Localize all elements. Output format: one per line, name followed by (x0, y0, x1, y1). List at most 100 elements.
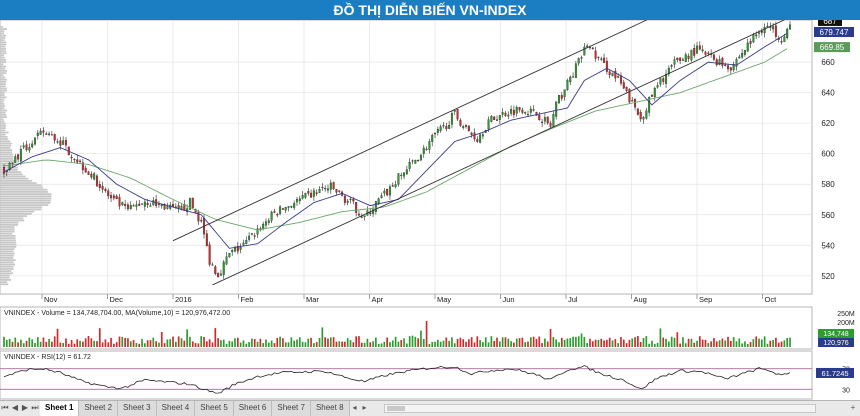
tab-next-icon[interactable]: ▶ (21, 403, 29, 412)
month-label: May (437, 295, 451, 304)
volume-bar (583, 336, 586, 347)
trend-channel-line[interactable] (212, 12, 799, 286)
volume-bar (284, 342, 287, 347)
tab-sheet-2[interactable]: Sheet 2 (79, 401, 119, 416)
volume-bar (766, 343, 769, 347)
chart-area: 520 540 560 580 600 620 640 660 687 679.747 669… (0, 0, 860, 400)
volume-profile-bar (0, 173, 23, 176)
candle-down (546, 116, 549, 124)
volume-bar (637, 336, 639, 347)
volume-bar (715, 341, 718, 347)
volume-profile-bar (0, 118, 4, 121)
volume-bar (389, 342, 391, 347)
volume-bar (70, 340, 73, 347)
volume-profile-bar (0, 175, 26, 178)
volume-bar (780, 341, 783, 347)
volume-profile-bar (0, 83, 6, 85)
volume-profile-bar (0, 274, 10, 277)
volume-profile-bar (0, 109, 8, 112)
tab-scroll-left-icon[interactable]: ◂ (352, 403, 357, 412)
volume-bar (484, 337, 487, 347)
candle-down (338, 190, 341, 192)
volume-profile-bar (0, 191, 49, 193)
volume-bar (448, 340, 450, 347)
candle-down (636, 108, 639, 115)
candle-up (298, 198, 301, 202)
candle-up (383, 190, 386, 194)
volume-bar (501, 337, 504, 347)
tab-sheet-5[interactable]: Sheet 5 (195, 401, 234, 416)
price-tick-label: 600 (821, 150, 835, 159)
candle-up (414, 159, 417, 164)
volume-profile-bar (0, 43, 7, 46)
candle-down (521, 109, 524, 113)
rsi-last-label: 61.7245 (821, 369, 848, 378)
volume-profile-bar (0, 186, 43, 189)
volume-bar (755, 336, 758, 347)
volume-bar (580, 333, 583, 347)
candle-down (112, 195, 115, 199)
tab-sheet-8[interactable]: Sheet 8 (310, 401, 350, 416)
candle-up (324, 188, 327, 190)
volume-profile-bar (0, 257, 14, 259)
tab-sheet-7[interactable]: Sheet 7 (272, 401, 311, 416)
candle-up (648, 97, 651, 113)
volume-profile-bar (0, 120, 5, 123)
volume-bar (225, 343, 228, 347)
volume-bar (366, 338, 369, 347)
volume-bar (220, 340, 222, 347)
volume-bar (144, 343, 146, 347)
tab-sheet-3[interactable]: Sheet 3 (118, 401, 157, 416)
volume-bar (575, 336, 577, 347)
candle-down (118, 196, 121, 207)
volume-profile-bar (0, 160, 15, 162)
volume-profile-bar (0, 127, 6, 129)
volume-bar (11, 341, 14, 347)
volume-bar (67, 343, 70, 347)
candle-up (741, 53, 744, 58)
candle-down (335, 189, 338, 193)
candle-down (76, 159, 79, 163)
candle-up (431, 135, 434, 142)
volume-bar (327, 338, 329, 347)
candle-down (605, 60, 608, 72)
volume-bar (132, 340, 135, 347)
volume-bar (186, 329, 188, 347)
tab-sheet-1[interactable]: Sheet 1 (40, 401, 80, 416)
scrollbar-thumb[interactable] (386, 406, 405, 411)
candle-up (789, 24, 791, 30)
trend-channel-line[interactable] (172, 0, 697, 242)
candle-up (442, 125, 445, 127)
tab-last-icon[interactable]: ⏭ (31, 403, 39, 412)
volume-bar (479, 340, 481, 347)
volume-bar (290, 337, 293, 347)
volume-bar (5, 340, 8, 347)
volume-ma-label: 120,976 (823, 340, 848, 347)
tab-prev-icon[interactable]: ◀ (11, 403, 19, 412)
volume-bar (346, 338, 349, 347)
candle-down (518, 106, 521, 111)
zoom-in-icon[interactable]: + (850, 403, 856, 412)
candle-up (450, 113, 453, 125)
candle-down (411, 160, 414, 162)
horizontal-scrollbar[interactable] (383, 404, 816, 413)
chart-svg[interactable]: 520 540 560 580 600 620 640 660 687 679.747 669… (0, 0, 860, 400)
volume-bar (358, 336, 360, 347)
volume-bar (693, 342, 696, 347)
candle-up (403, 172, 406, 177)
tab-first-icon[interactable]: ⏮ (1, 403, 9, 412)
volume-bar (197, 343, 200, 347)
candle-down (650, 94, 653, 97)
volume-bar (586, 342, 589, 347)
volume-bar (107, 342, 110, 347)
candle-down (64, 140, 67, 146)
tab-scroll-right-icon[interactable]: ▸ (362, 403, 367, 412)
volume-bar (552, 337, 555, 347)
tab-sheet-4[interactable]: Sheet 4 (156, 401, 196, 416)
tab-sheet-6[interactable]: Sheet 6 (233, 401, 273, 416)
volume-profile-bar (0, 232, 13, 235)
volume-bar (453, 343, 456, 347)
candle-down (107, 190, 110, 197)
volume-bar (155, 341, 157, 347)
candle-up (318, 189, 321, 193)
